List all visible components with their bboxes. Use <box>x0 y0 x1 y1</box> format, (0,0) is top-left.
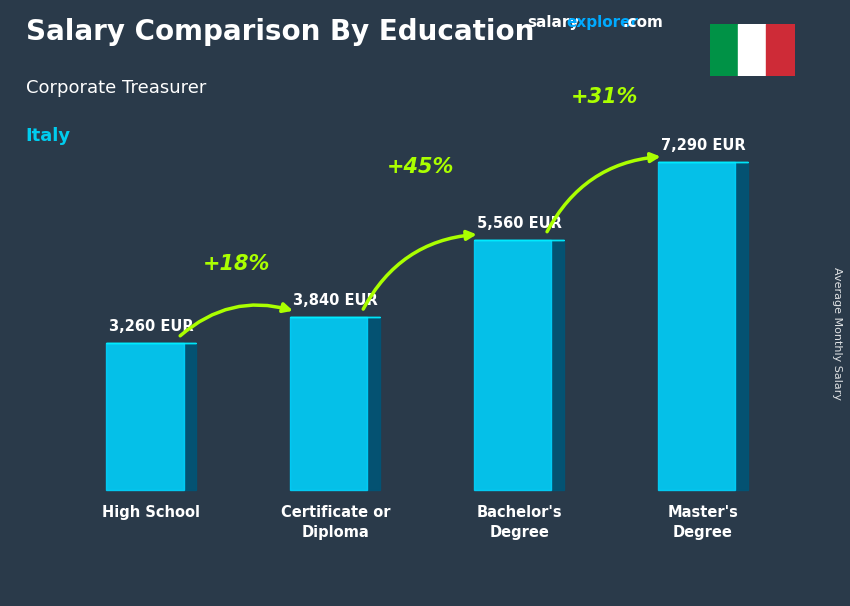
Text: Italy: Italy <box>26 127 71 145</box>
Text: +18%: +18% <box>203 255 270 275</box>
Text: 3,840 EUR: 3,840 EUR <box>293 293 377 308</box>
Polygon shape <box>106 343 184 490</box>
Text: +45%: +45% <box>387 157 455 177</box>
Polygon shape <box>367 317 380 490</box>
Polygon shape <box>552 239 564 490</box>
Polygon shape <box>290 317 367 490</box>
Text: Master's
Degree: Master's Degree <box>667 505 739 540</box>
Bar <box>710 24 738 76</box>
Text: Corporate Treasurer: Corporate Treasurer <box>26 79 206 97</box>
Text: .com: .com <box>622 15 663 30</box>
Text: 7,290 EUR: 7,290 EUR <box>660 138 745 153</box>
Text: Certificate or
Diploma: Certificate or Diploma <box>280 505 390 540</box>
Bar <box>738 24 767 76</box>
Bar <box>767 24 795 76</box>
Text: 5,560 EUR: 5,560 EUR <box>477 216 562 230</box>
Text: Average Monthly Salary: Average Monthly Salary <box>832 267 842 400</box>
FancyArrowPatch shape <box>180 304 289 336</box>
Text: High School: High School <box>103 505 201 521</box>
Polygon shape <box>474 239 552 490</box>
Text: explorer: explorer <box>566 15 638 30</box>
FancyArrowPatch shape <box>547 154 657 231</box>
Polygon shape <box>735 162 748 490</box>
Text: salary: salary <box>527 15 580 30</box>
Text: Salary Comparison By Education: Salary Comparison By Education <box>26 18 534 46</box>
Polygon shape <box>658 162 735 490</box>
Polygon shape <box>184 343 196 490</box>
Text: +31%: +31% <box>571 87 638 107</box>
FancyArrowPatch shape <box>363 231 473 309</box>
Text: Bachelor's
Degree: Bachelor's Degree <box>476 505 562 540</box>
Text: 3,260 EUR: 3,260 EUR <box>109 319 194 334</box>
